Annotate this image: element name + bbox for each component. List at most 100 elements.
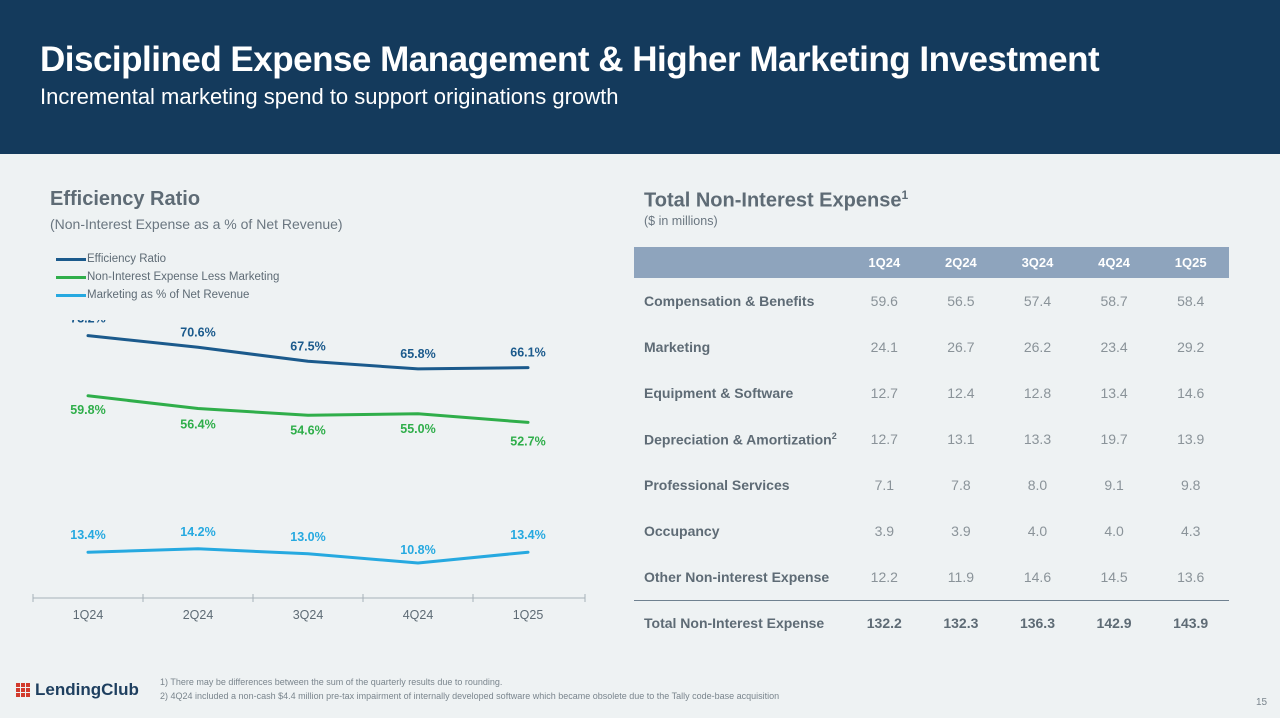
data-label: 55.0% [400,422,435,436]
x-tick-label: 1Q25 [513,608,544,622]
x-tick-label: 4Q24 [403,608,434,622]
series-line [86,334,530,371]
table-cell: 26.7 [947,339,975,355]
table-header-cell: 4Q24 [1075,247,1153,278]
expense-table: 1Q24 2Q24 3Q24 4Q24 1Q25 Compensation & … [634,247,1229,646]
table-cell: 13.1 [947,431,975,447]
total-cell: 132.3 [922,599,1000,646]
header-banner: Disciplined Expense Management & Higher … [0,0,1280,154]
table-title-footnote: 1 [901,188,909,202]
table-total-row: Total Non-Interest Expense 132.2 132.3 136.… [634,599,1229,646]
footnote-1: 1) There may be differences between the … [160,677,503,687]
table-header-empty [634,247,846,278]
table-header-cell: 1Q24 [846,247,923,278]
table-cell: 57.4 [1023,293,1052,309]
data-label: 65.8% [400,347,435,361]
table-title: Total Non-Interest Expense1 [644,188,908,213]
data-label: 10.8% [400,543,435,557]
table-row: Occupancy 3.9 3.9 4.0 4.0 4.3 [634,508,1229,554]
table-cell: 14.6 [1177,385,1205,401]
table-row: Compensation & Benefits 59.6 56.5 57.4 58.7 5… [634,278,1229,324]
legend-label: Non-Interest Expense Less Marketing [87,271,280,283]
table-cell: 12.7 [870,385,898,401]
total-cell: 143.9 [1152,599,1229,646]
row-label: Professional Services [634,462,846,508]
table-row: Equipment & Software 12.7 12.4 12.8 13.4 14.6 [634,370,1229,416]
chart-legend: Efficiency Ratio Non-Interest Expense Le… [56,250,279,304]
table-cell: 19.7 [1100,431,1128,447]
table-header-cell: 3Q24 [999,247,1076,278]
row-label-text: Depreciation & Amortization [644,431,832,448]
data-label: 73.2% [70,320,105,326]
row-label-text: Other Non-interest Expense [644,568,830,585]
chart-subtitle: (Non-Interest Expense as a % of Net Reve… [50,216,343,232]
page-number: 15 [1256,697,1268,708]
total-label: Total Non-Interest Expense [634,599,846,646]
row-label-text: Occupancy [644,523,720,539]
table-cell: 3.9 [874,523,895,539]
x-tick-label: 3Q24 [293,608,324,622]
table-cell: 59.6 [870,293,898,309]
table-row: Professional Services 7.1 7.8 8.0 9.1 9.8 [634,462,1229,508]
table-cell: 13.3 [1023,431,1052,447]
data-label: 66.1% [510,346,545,360]
table-cell: 58.7 [1100,293,1128,309]
chart-title: Efficiency Ratio [50,188,201,210]
data-label: 67.5% [290,339,325,353]
legend-label: Marketing as % of Net Revenue [87,289,250,301]
row-label: Equipment & Software [634,370,846,416]
row-label: Occupancy [634,508,846,554]
table-cell: 13.9 [1177,431,1205,447]
row-label: Marketing [634,324,846,370]
table-cell: 4.0 [1027,523,1048,539]
table-cell: 13.4 [1100,385,1128,401]
table-header-cell: 2Q24 [922,247,1000,278]
total-cell: 136.3 [999,599,1076,646]
table-cell: 14.6 [1023,568,1052,585]
footnote-2: 2) 4Q24 included a non-cash $4.4 million… [160,690,780,701]
table-cell: 8.0 [1027,477,1048,493]
data-label: 14.2% [180,525,215,539]
logo-text: LendingClub [35,680,139,699]
page-subtitle: Incremental marketing spend to support o… [40,84,619,109]
lendingclub-logo: LendingClub [16,680,139,700]
table-cell: 26.2 [1023,339,1052,355]
table-cell: 58.4 [1177,293,1205,309]
row-label-text: Compensation & Benefits [644,293,815,309]
row-label-footnote: 2 [831,430,837,441]
table-cell: 9.8 [1180,477,1201,493]
table-cell: 7.1 [874,477,895,493]
legend-label: Efficiency Ratio [87,253,167,265]
table-cell: 3.9 [951,523,971,539]
data-label: 52.7% [510,434,545,448]
table-cell: 13.6 [1177,568,1205,585]
row-label-text: Marketing [644,339,711,355]
series-line [86,394,530,424]
table-cell: 12.2 [870,568,898,585]
table-title-text: Total Non-Interest Expense [644,189,902,212]
table-row: Depreciation & Amortization2 12.7 13.1 13.3… [634,416,1229,462]
table-header-row: 1Q24 2Q24 3Q24 4Q24 1Q25 [634,247,1229,278]
table-cell: 4.3 [1180,523,1201,539]
table-cell: 56.5 [947,293,975,309]
row-label-text: Equipment & Software [644,385,794,401]
total-cell: 142.9 [1075,599,1153,646]
table-cell: 24.1 [870,339,898,355]
table-cell: 12.8 [1023,385,1052,401]
data-label: 13.4% [510,528,545,542]
legend-swatch [56,275,86,279]
data-label: 13.4% [70,528,105,542]
table-cell: 14.5 [1100,568,1128,585]
table-cell: 9.1 [1104,477,1124,493]
data-label: 59.8% [70,403,105,417]
table-cell: 12.7 [870,431,898,447]
row-label: Compensation & Benefits [634,278,846,324]
table-cell: 4.0 [1104,523,1124,539]
legend-item-efficiency: Efficiency Ratio [56,250,279,268]
logo-mark-icon [16,683,30,697]
table-row: Marketing 24.1 26.7 26.2 23.4 29.2 [634,324,1229,370]
x-tick-label: 1Q24 [73,608,104,622]
efficiency-ratio-chart: 73.2% 70.6% 67.5% 65.8% 66.1% 59.8% 56.4% 54.6%… [32,320,586,622]
data-label: 13.0% [290,530,325,544]
legend-swatch [56,257,86,261]
